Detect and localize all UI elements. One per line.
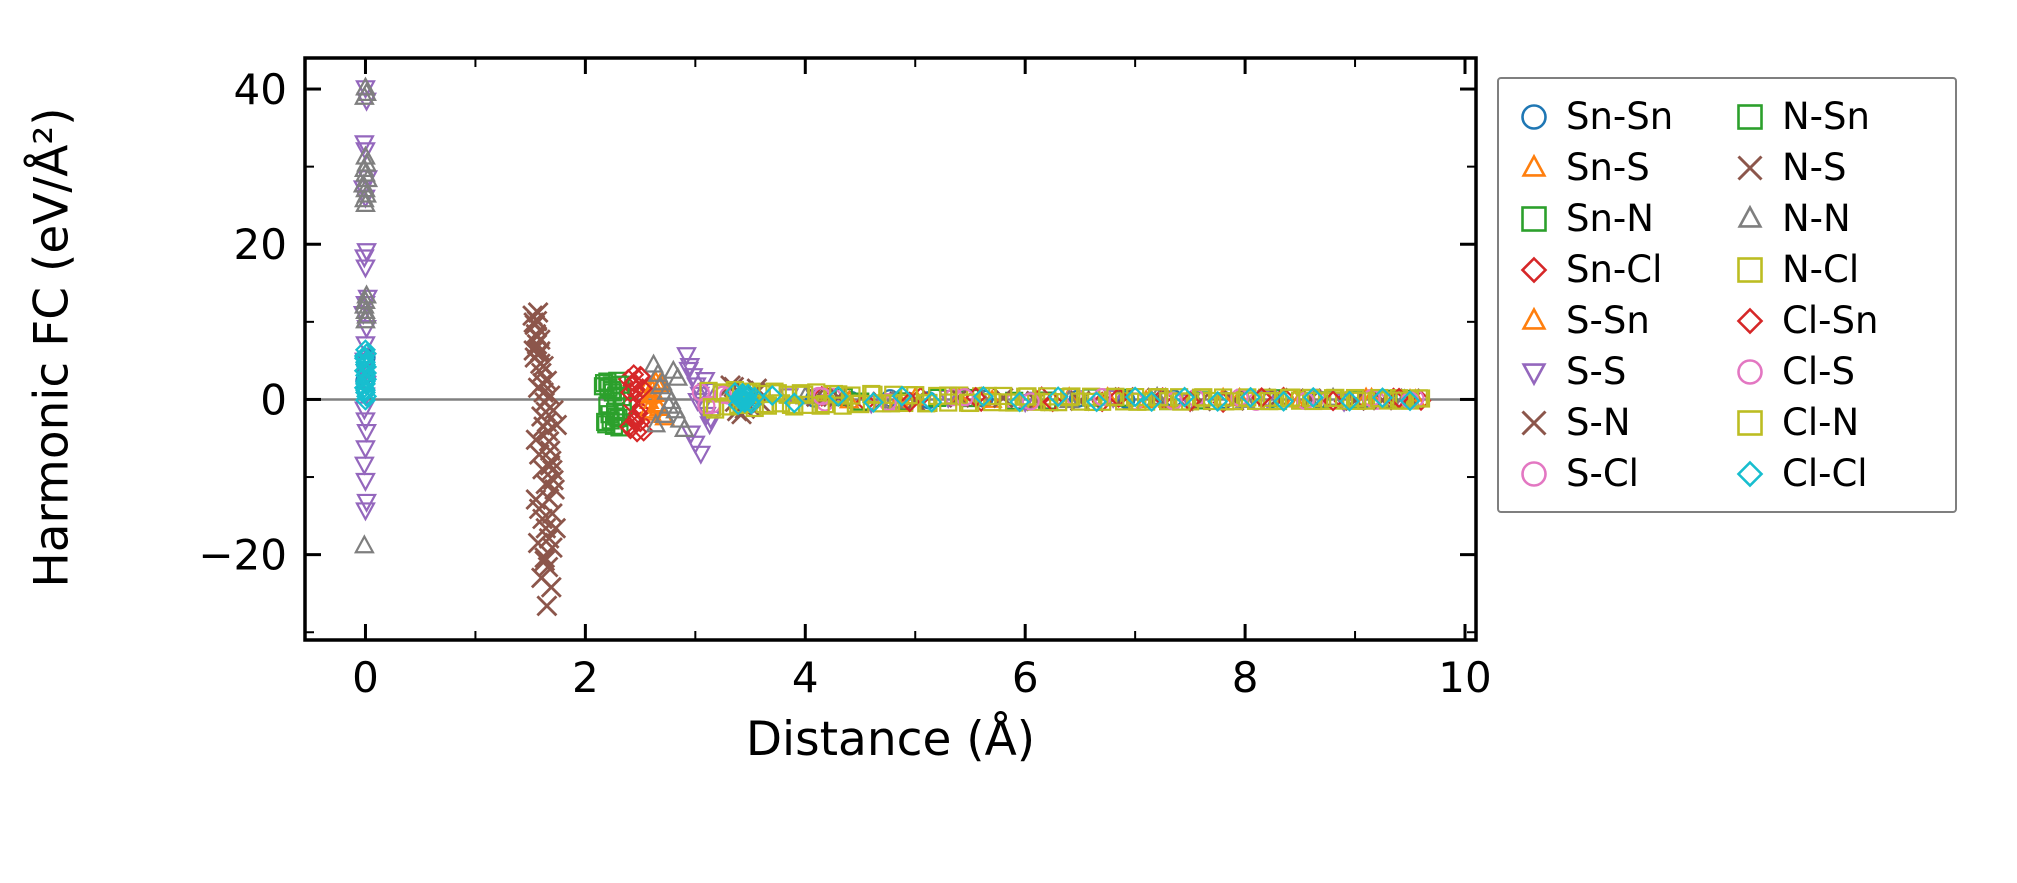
- legend-item: N-S: [1731, 142, 1947, 193]
- sn-n-marker-icon: [1521, 205, 1547, 232]
- series-S-N: [522, 302, 1421, 617]
- legend-item: Cl-Cl: [1731, 448, 1947, 499]
- sn-sn-marker-icon: [1521, 103, 1547, 130]
- x-tick-label: 4: [792, 653, 819, 702]
- series-Cl-S: [697, 385, 1420, 415]
- y-tick-label: 0: [260, 375, 287, 424]
- legend-label: S-Cl: [1566, 452, 1639, 495]
- sn-cl-marker-icon: [1520, 256, 1548, 283]
- legend-item: N-Cl: [1731, 244, 1947, 295]
- legend-label: Cl-Sn: [1782, 299, 1879, 342]
- y-axis-label: Harmonic FC (eV/Å²): [24, 107, 80, 588]
- cl-sn-marker-icon: [1736, 307, 1764, 334]
- legend-item: Cl-N: [1731, 397, 1947, 448]
- y-tick-label: 40: [234, 65, 287, 114]
- legend-column-2: N-Sn N-S N-N N-Cl Cl-Sn Cl-S Cl-N Cl-Cl: [1731, 91, 1947, 499]
- series-N-N: [352, 76, 1415, 554]
- x-tick-label: 0: [352, 653, 379, 702]
- s-sn-marker-icon: [1521, 306, 1547, 330]
- x-tick-label: 6: [1012, 653, 1039, 702]
- legend: Sn-Sn Sn-S Sn-N Sn-Cl S-Sn S-S S-N S-Cl N-Sn N-S…: [1497, 77, 1957, 513]
- legend-label: Sn-N: [1566, 197, 1654, 240]
- legend-label: Sn-Sn: [1566, 95, 1674, 138]
- y-tick-label: 20: [234, 220, 287, 269]
- legend-item: S-Cl: [1515, 448, 1731, 499]
- sn-s-marker-icon: [1521, 153, 1547, 177]
- axes-ticks: 0 2 4 6 8 10 −20 0 20 40: [198, 58, 1492, 702]
- legend-label: N-Sn: [1782, 95, 1870, 138]
- x-axis-label: Distance (Å): [745, 712, 1036, 767]
- series-Cl-Cl: [353, 339, 1421, 416]
- n-sn-marker-icon: [1737, 103, 1763, 130]
- cl-s-marker-icon: [1737, 358, 1763, 385]
- legend-label: Cl-N: [1782, 401, 1860, 444]
- legend-column-1: Sn-Sn Sn-S Sn-N Sn-Cl S-Sn S-S S-N S-Cl: [1515, 91, 1731, 499]
- plot-box: [303, 56, 1478, 642]
- cl-cl-marker-icon: [1736, 460, 1764, 487]
- legend-item: N-N: [1731, 193, 1947, 244]
- n-cl-marker-icon: [1737, 256, 1763, 283]
- legend-item: Cl-S: [1731, 346, 1947, 397]
- s-n-marker-icon: [1521, 409, 1547, 436]
- legend-label: N-Cl: [1782, 248, 1860, 291]
- legend-label: N-S: [1782, 146, 1847, 189]
- legend-item: Sn-S: [1515, 142, 1731, 193]
- s-s-marker-icon: [1521, 362, 1547, 386]
- legend-label: Sn-S: [1566, 146, 1650, 189]
- y-tick-label: −20: [198, 531, 287, 580]
- legend-label: Sn-Cl: [1566, 248, 1663, 291]
- legend-item: Sn-N: [1515, 193, 1731, 244]
- legend-label: S-S: [1566, 350, 1627, 393]
- legend-label: S-N: [1566, 401, 1631, 444]
- legend-label: N-N: [1782, 197, 1851, 240]
- legend-item: Sn-Cl: [1515, 244, 1731, 295]
- series-S-S: [352, 80, 1410, 522]
- x-tick-label: 10: [1438, 653, 1491, 702]
- x-tick-label: 8: [1232, 653, 1259, 702]
- legend-item: S-S: [1515, 346, 1731, 397]
- legend-label: S-Sn: [1566, 299, 1650, 342]
- n-s-marker-icon: [1737, 154, 1763, 181]
- legend-item: Cl-Sn: [1731, 295, 1947, 346]
- legend-label: Cl-S: [1782, 350, 1855, 393]
- legend-item: Sn-Sn: [1515, 91, 1731, 142]
- s-cl-marker-icon: [1521, 460, 1547, 487]
- x-tick-label: 2: [572, 653, 599, 702]
- legend-label: Cl-Cl: [1782, 452, 1868, 495]
- legend-item: S-N: [1515, 397, 1731, 448]
- legend-item: S-Sn: [1515, 295, 1731, 346]
- legend-item: N-Sn: [1731, 91, 1947, 142]
- n-n-marker-icon: [1737, 204, 1763, 228]
- cl-n-marker-icon: [1737, 409, 1763, 436]
